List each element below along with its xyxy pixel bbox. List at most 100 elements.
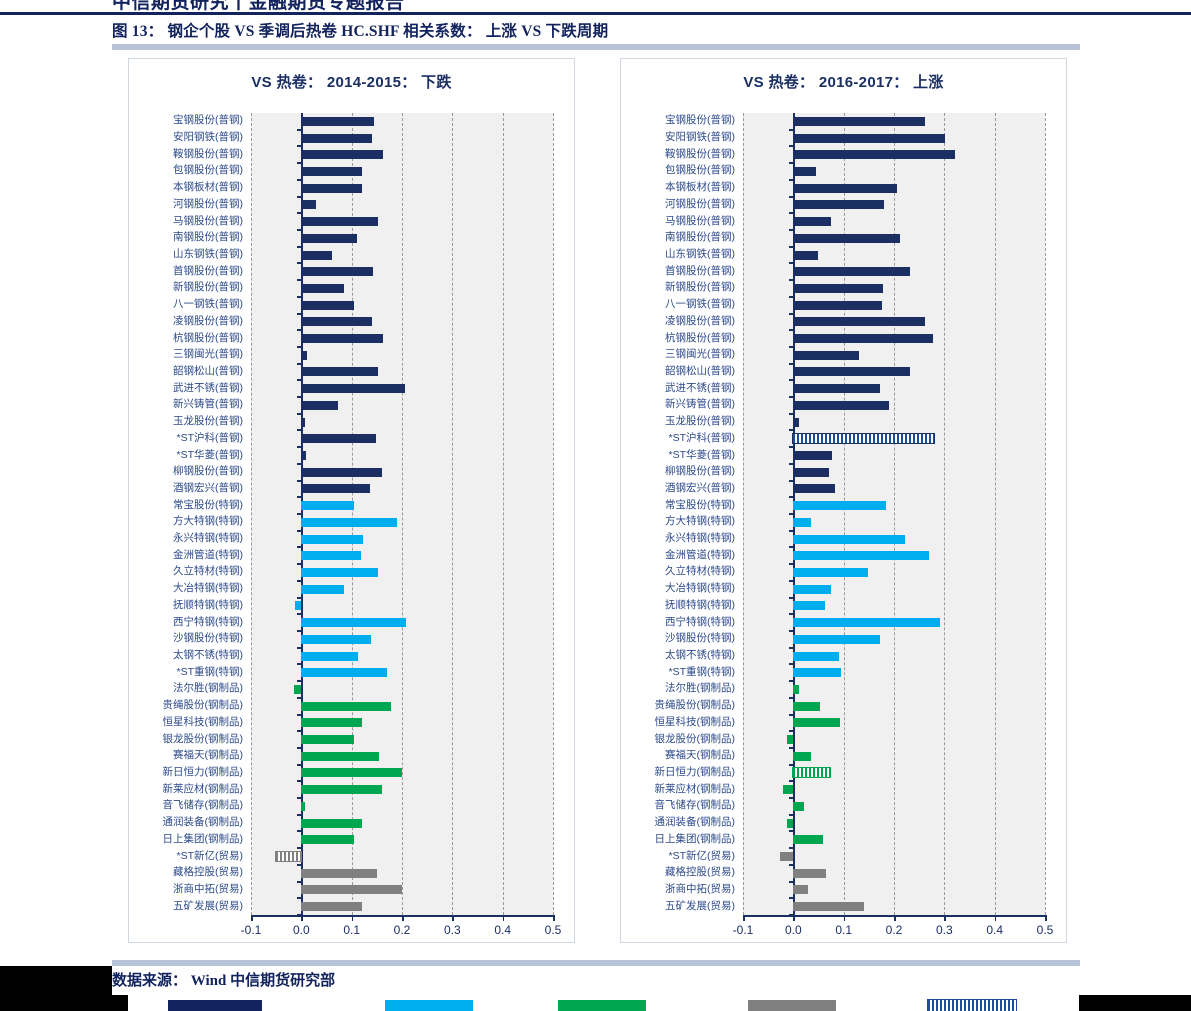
y-axis-label: 贵绳股份(钢制品) [654,699,736,712]
bar [301,885,402,895]
y-axis-label: 方大特钢(特钢) [665,515,735,528]
y-axis-label: 法尔胜(钢制品) [173,682,243,695]
header-rule [0,12,1191,15]
y-axis-label: 酒钢宏兴(普钢) [173,481,243,494]
x-axis-tick-label: 0.0 [292,923,310,937]
bar [793,317,926,327]
bar [793,634,880,644]
y-axis-label: 浙商中拓(贸易) [173,882,243,895]
y-axis-label: 首钢股份(普钢) [173,264,243,277]
y-axis-label: *ST新亿(贸易) [176,849,244,862]
legend-right-block [1079,995,1191,1011]
bar [301,584,345,594]
bar [793,885,809,895]
bar [793,451,833,461]
row-tick [789,663,794,666]
bar [792,767,831,779]
running-header-text: 中信期货研究丨金融期货专题报告 [112,0,405,13]
bar [301,668,387,678]
row-tick [297,195,302,198]
row-tick [789,646,794,649]
y-axis-label: 杭钢股份(普钢) [665,331,735,344]
x-axis-tick [743,915,745,921]
row-tick [789,396,794,399]
x-axis-tick [251,915,253,921]
bar [793,233,901,243]
y-axis-label: 新日恒力(钢制品) [654,765,736,778]
footer-band [0,966,1191,995]
bar [301,350,308,360]
y-axis-label: 新莱应材(钢制品) [654,782,736,795]
x-axis-tick-label: 0.2 [393,923,411,937]
y-axis-label: 银龙股份(钢制品) [162,732,244,745]
row-tick [297,145,302,148]
y-axis-label: 本钢板材(普钢) [665,181,735,194]
bar [780,852,794,862]
bar [793,668,841,678]
row-tick [789,813,794,816]
row-tick [789,713,794,716]
bar [301,116,375,126]
row-tick [297,596,302,599]
row-tick [297,847,302,850]
row-tick [297,663,302,666]
row-tick [789,529,794,532]
row-tick [297,496,302,499]
y-axis-label: 三钢闽光(普钢) [665,348,735,361]
row-tick [297,529,302,532]
bar [301,868,377,878]
y-axis-label: *ST华菱(普钢) [668,448,736,461]
chart-title-left: VS 热卷： 2014-2015： 下跌 [251,74,452,91]
x-axis-tick-label: 0.0 [784,923,802,937]
x-axis-tick [944,915,946,921]
y-axis-label: 韶钢松山(普钢) [665,364,735,377]
bar [295,601,302,611]
y-axis-label: 鞍钢股份(普钢) [173,147,243,160]
row-tick [789,479,794,482]
y-axis-label: 赛福天(钢制品) [665,749,735,762]
row-tick [789,546,794,549]
y-axis-label: 柳钢股份(普钢) [665,465,735,478]
row-tick [297,830,302,833]
row-tick [297,546,302,549]
row-tick [297,746,302,749]
bar [301,434,376,444]
row-tick [789,847,794,850]
row-tick [789,128,794,131]
y-axis-label: 永兴特钢(特钢) [665,532,735,545]
figure-caption: 图 13： 钢企个股 VS 季调后热卷 HC.SHF 相关系数： 上涨 VS 下… [112,23,609,40]
y-axis-label: 新莱应材(钢制品) [162,782,244,795]
cyan-swatch [385,1000,473,1011]
bar [301,150,384,160]
bar [301,501,355,511]
bar [793,116,926,126]
row-tick [789,830,794,833]
y-axis-label: 凌钢股份(普钢) [173,314,243,327]
row-tick [297,462,302,465]
y-axis-label: 玉龙股份(普钢) [665,415,735,428]
y-axis-label: 凌钢股份(普钢) [665,314,735,327]
y-axis-label: 贵绳股份(钢制品) [162,699,244,712]
plot-area-right [743,113,1046,916]
row-tick [789,880,794,883]
y-axis-label: 抚顺特钢(特钢) [665,598,735,611]
x-axis-tick-label: 0.3 [935,923,953,937]
row-tick [297,646,302,649]
y-axis-label: 安阳钢铁(普钢) [173,131,243,144]
x-axis-tick-label: 0.3 [443,923,461,937]
navy-swatch [168,1000,262,1011]
y-axis-label: 永兴特钢(特钢) [173,532,243,545]
row-tick [789,379,794,382]
y-axis-label: 金洲管道(特钢) [173,548,243,561]
row-tick [297,579,302,582]
bar [301,551,361,561]
y-axis-label: 韶钢松山(普钢) [173,364,243,377]
bar [793,350,859,360]
gridline--0.1 [743,113,744,915]
bar [793,384,880,394]
y-axis-label: 酒钢宏兴(普钢) [665,481,735,494]
row-tick [789,345,794,348]
bar [301,183,362,193]
y-axis-labels-right: 宝钢股份(普钢) 安阳钢铁(普钢) 鞍钢股份(普钢) 包钢股份(普钢) 本钢板材(普钢)… [621,113,739,915]
y-axis-label: 包钢股份(普钢) [173,164,243,177]
